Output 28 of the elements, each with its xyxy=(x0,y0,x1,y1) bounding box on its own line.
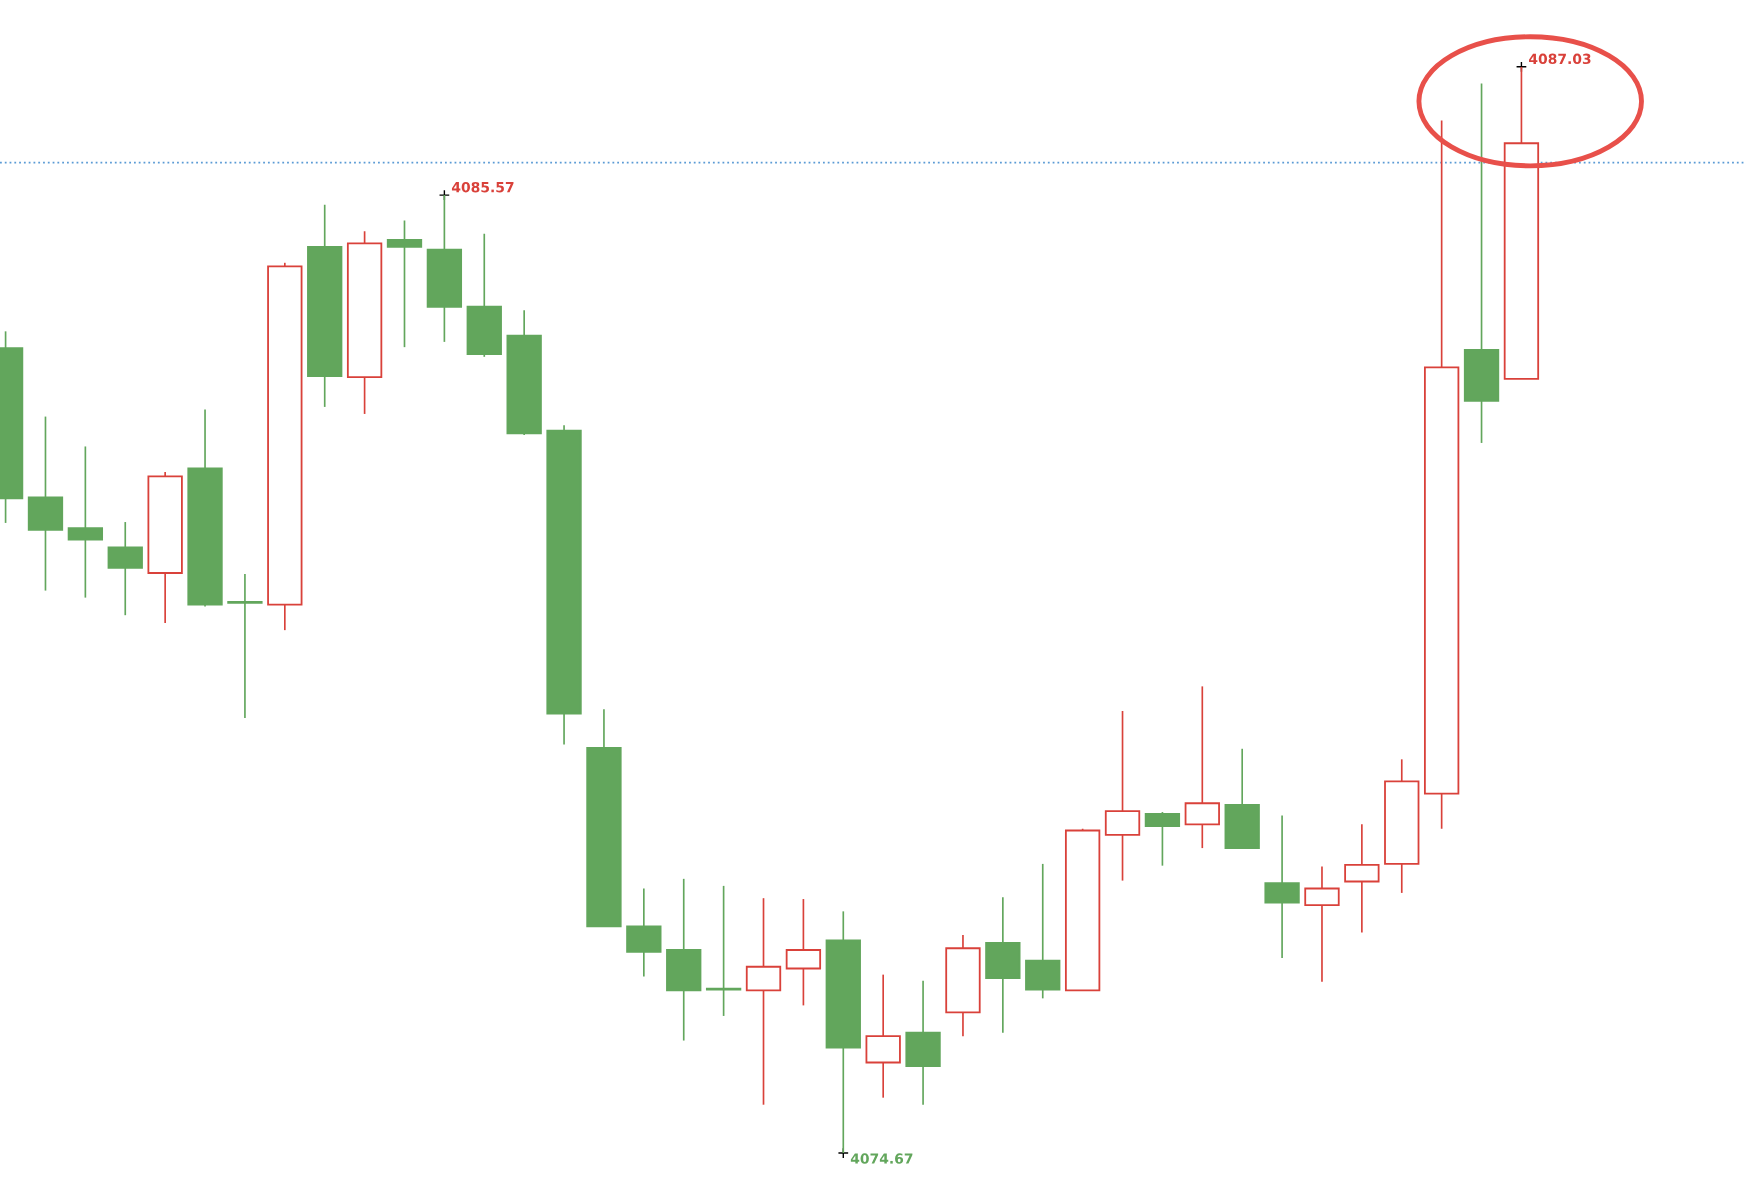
candlestick xyxy=(466,232,502,358)
annotation: 4085.57 xyxy=(451,181,514,193)
candlestick xyxy=(865,973,901,1099)
candlestick xyxy=(1025,863,1061,1000)
candlestick xyxy=(626,887,662,978)
candlestick xyxy=(666,878,702,1042)
candlestick xyxy=(1344,823,1380,934)
candlestick xyxy=(67,445,104,599)
candlestick xyxy=(1384,758,1420,894)
text: 4074.67 xyxy=(850,1153,913,1164)
candlestick xyxy=(107,521,143,617)
candlestick xyxy=(27,415,64,592)
candlestick xyxy=(307,203,343,408)
candlestick xyxy=(745,897,782,1106)
candlestick xyxy=(945,934,981,1037)
text: 4087.03 xyxy=(1529,53,1591,65)
candlestick xyxy=(386,219,423,348)
candlestick xyxy=(1104,710,1141,882)
candlestick xyxy=(1304,865,1340,983)
candlestick xyxy=(1264,814,1300,959)
candlestick xyxy=(546,424,582,746)
candlestick xyxy=(905,979,941,1106)
candlestick xyxy=(1423,119,1460,830)
candlestick xyxy=(1184,685,1220,849)
candlestick xyxy=(227,573,263,719)
candlestick xyxy=(985,896,1021,1034)
candlestick xyxy=(785,898,822,1007)
candlestick xyxy=(1463,82,1500,444)
